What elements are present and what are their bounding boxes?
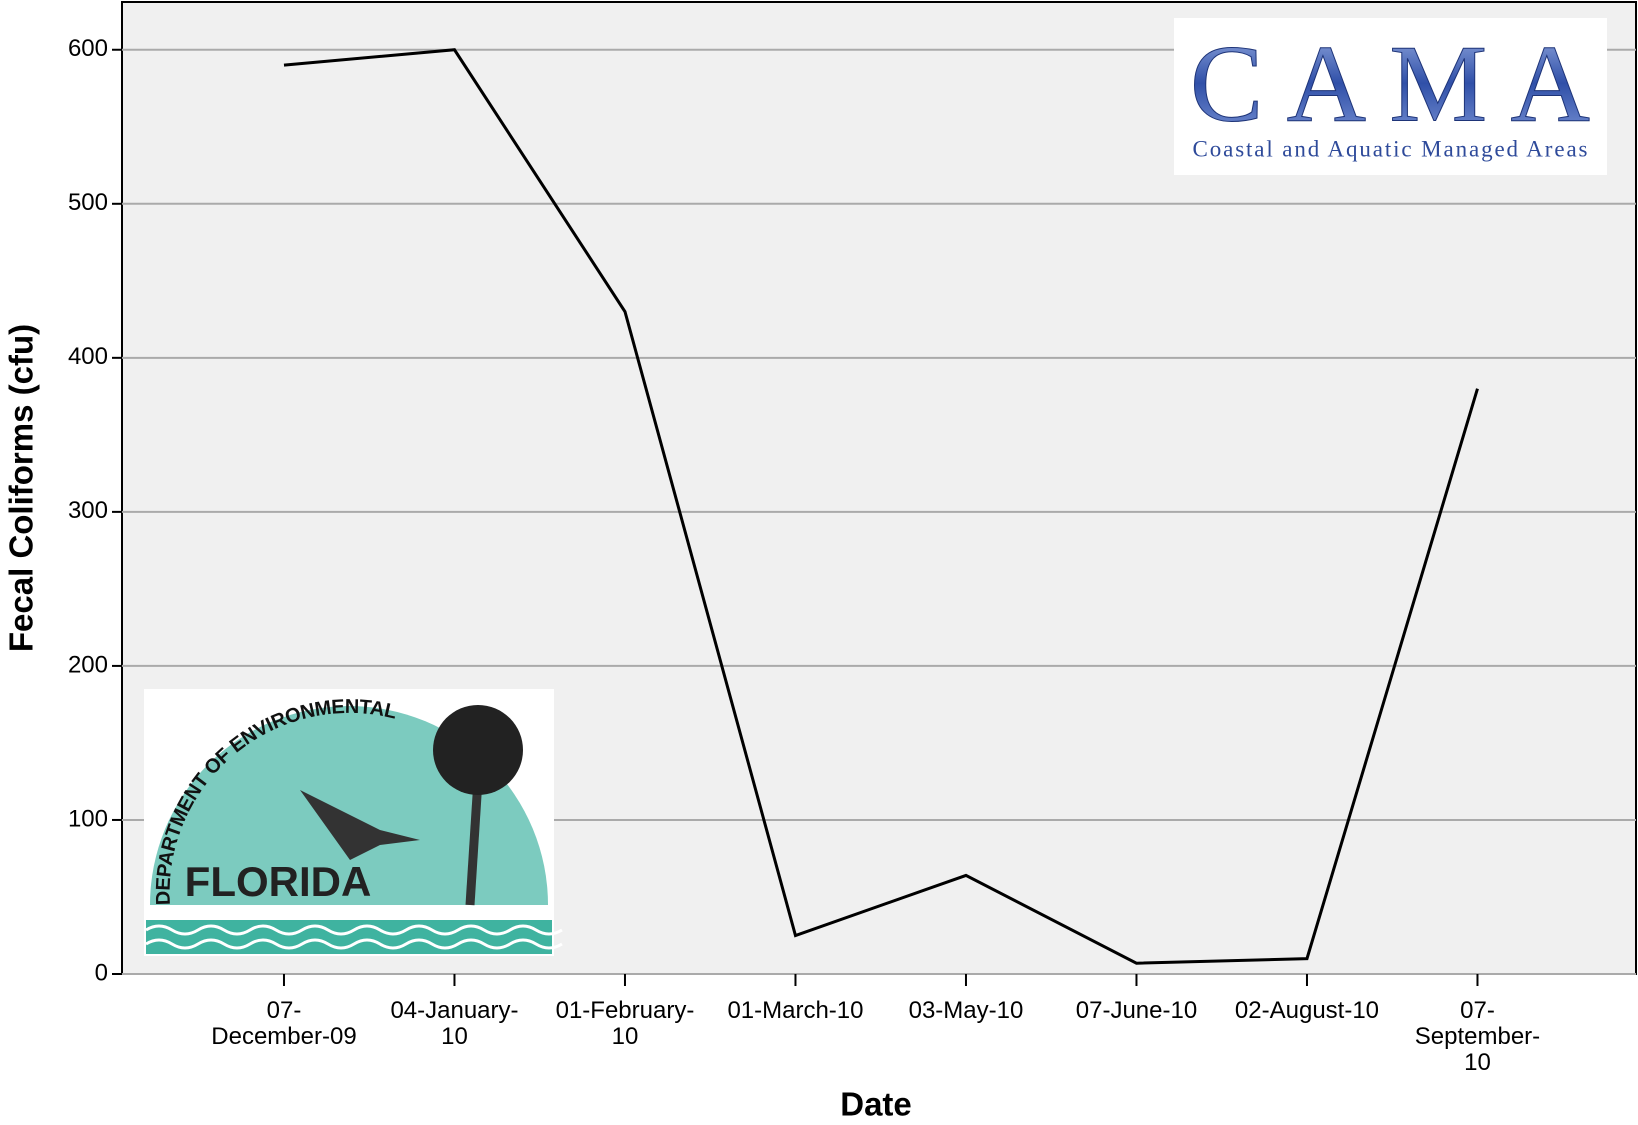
logo-bird	[300, 790, 420, 860]
logo-name: FLORIDA	[185, 858, 372, 905]
y-tick-label: 300	[68, 497, 108, 524]
x-tick-label: 01-March-10	[727, 997, 864, 1024]
logo-box	[1174, 18, 1607, 175]
marks	[283, 48, 1479, 965]
y-tick-label: 0	[95, 959, 108, 986]
y-tick-label: 200	[68, 651, 108, 678]
cama-logo: CAMA Coastal and Aquatic Managed Areas	[1174, 18, 1607, 175]
x-tick-label: 07-September-10	[1414, 997, 1541, 1076]
logo-title: CAMA	[1190, 22, 1590, 144]
grid	[112, 48, 1636, 986]
y-tick-label: 400	[68, 343, 108, 370]
x-tick-label: 04-January-10	[390, 997, 519, 1050]
logo-subtitle: Coastal and Aquatic Managed Areas	[1193, 136, 1588, 161]
y-axis-title: Fecal Coliforms (cfu)	[3, 324, 40, 652]
logo-palm-crown	[433, 705, 523, 795]
y-tick-label: 100	[68, 805, 108, 832]
x-tick-label: 07-June-10	[1075, 997, 1198, 1024]
data-line	[283, 48, 1479, 965]
logo-waves	[145, 924, 563, 950]
x-tick-label: 01-February-10	[555, 997, 695, 1050]
y-tick-label: 600	[68, 35, 108, 62]
x-tick-label: 02-August-10	[1234, 997, 1380, 1024]
y-tick-label: 500	[68, 189, 108, 216]
x-axis-title: Date	[840, 1086, 912, 1123]
x-tick-label: 03-May-10	[908, 997, 1024, 1024]
logo-palm	[465, 779, 483, 906]
x-tick-label: 07-December-09	[211, 997, 357, 1050]
